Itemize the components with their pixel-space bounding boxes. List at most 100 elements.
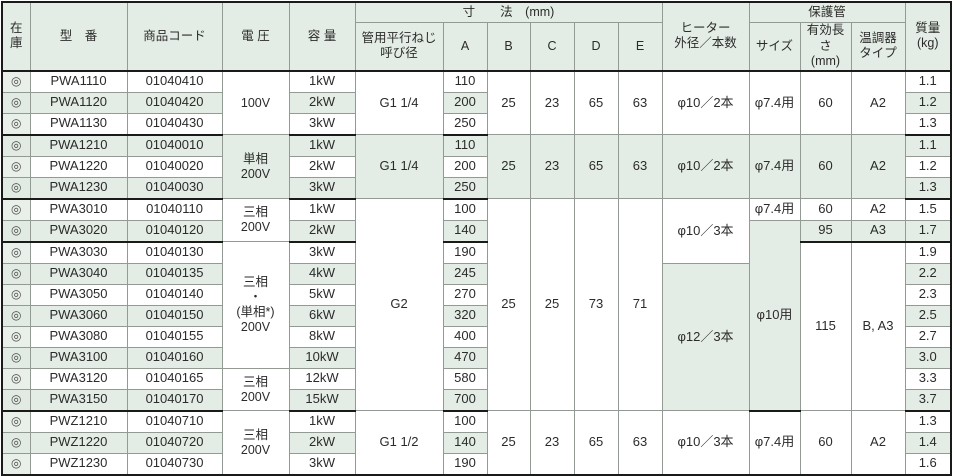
cell-voltage: 三相 200V [221,367,290,412]
header-stock: 在 庫 [1,1,31,72]
cell-dim-a: 110 [442,70,488,93]
cell-dim-a: 580 [442,367,488,390]
table-body: ◎ PWA1110 01040410 100V 1kW G1 1/4 110 25 23 65 63… [1,70,952,476]
cell-dim-e: 63 [617,134,663,200]
cell-mass: 2.5 [904,304,952,327]
cell-heater: φ12／3本 [661,262,750,412]
cell-code: 01040165 [126,367,223,390]
cell-dim-b: 25 [486,70,531,136]
cell-dim-a: 200 [442,155,488,178]
cell-model: PWA3020 [29,219,128,243]
cell-model: PWA3120 [29,367,128,390]
cell-code: 01040160 [126,346,223,369]
table-row: ◎ PWA3150 01040170 15kW 700 3.7 [1,388,952,412]
cell-screw: G1 1/2 [354,410,444,476]
header-thermostat-type: 温調器 タイプ [850,21,906,72]
cell-dim-c: 25 [529,198,575,412]
cell-mass: 2.7 [904,325,952,348]
cell-code: 01040150 [126,304,223,327]
cell-dim-c: 23 [529,410,575,476]
cell-dim-c: 23 [529,70,575,136]
cell-screw: G1 1/4 [354,70,444,136]
cell-dim-d: 65 [573,410,619,476]
cell-stock: ◎ [1,198,31,221]
cell-mass: 1.3 [904,410,952,433]
cell-dim-a: 140 [442,219,488,243]
table-row: ◎ PWA3080 01040155 8kW 400 2.7 [1,325,952,348]
cell-mass: 3.3 [904,367,952,390]
cell-model: PWA3080 [29,325,128,348]
table-row: ◎ PWA3010 01040110 三相 200V 1kW G2 100 25 25 73 71 φ… [1,198,952,412]
header-capacity: 容 量 [288,1,356,72]
cell-mass: 1.1 [904,70,952,93]
cell-screw: G2 [354,198,444,412]
cell-capacity: 6kW [288,304,356,327]
cell-code: 01040020 [126,155,223,178]
cell-stock: ◎ [1,262,31,285]
cell-capacity: 1kW [288,70,356,93]
cell-eff-len: 60 [799,410,852,476]
cell-heater: φ10／2本 [661,134,750,200]
cell-dim-a: 110 [442,134,488,157]
cell-stock: ◎ [1,304,31,327]
cell-heater: φ10／2本 [661,70,750,136]
table-row: ◎ PWA3120 01040165 三相 200V 12kW 580 3.3 [1,367,952,412]
cell-code: 01040410 [126,70,223,93]
cell-capacity: 2kW [288,91,356,114]
cell-screw: G1 1/4 [354,134,444,200]
cell-capacity: 3kW [288,241,356,264]
cell-code: 01040155 [126,325,223,348]
cell-voltage: 100V [221,70,290,136]
cell-voltage: 三相 ・ (単相*) 200V [221,241,290,369]
cell-stock: ◎ [1,431,31,454]
cell-dim-a: 320 [442,304,488,327]
cell-capacity: 1kW [288,198,356,221]
cell-mass: 1.7 [904,219,952,243]
cell-model: PWA1220 [29,155,128,178]
cell-model: PWA3040 [29,262,128,285]
cell-mass: 1.3 [904,176,952,200]
header-dim-a: A [442,21,488,72]
cell-stock: ◎ [1,241,31,264]
cell-mass: 1.2 [904,155,952,178]
cell-stock: ◎ [1,452,31,476]
cell-model: PWZ1230 [29,452,128,476]
cell-dim-a: 100 [442,410,488,433]
cell-dim-b: 25 [486,198,531,412]
table-row: ◎ PWA1120 01040420 2kW 200 1.2 [1,91,952,114]
cell-eff-len: 60 [799,134,852,200]
cell-heater: φ10／3本 [661,410,750,476]
cell-voltage: 三相 200V [221,198,290,243]
cell-mass: 3.0 [904,346,952,369]
table-row: ◎ PWA3050 01040140 5kW 270 2.3 [1,283,952,306]
header-model: 型 番 [29,1,128,72]
cell-stock: ◎ [1,155,31,178]
cell-model: PWA3150 [29,388,128,412]
header-dim-c: C [529,21,575,72]
table-row: ◎ PWA3060 01040150 6kW 320 2.5 [1,304,952,327]
cell-voltage: 単相 200V [221,134,290,200]
cell-dim-a: 250 [442,176,488,200]
cell-stock: ◎ [1,219,31,243]
cell-code: 01040010 [126,134,223,157]
cell-stock: ◎ [1,325,31,348]
header-mass: 質量 (kg) [904,1,952,72]
cell-thermo: A3 [850,219,906,243]
cell-code: 01040135 [126,262,223,285]
cell-capacity: 12kW [288,367,356,390]
header-group-protection-tube: 保護管 [748,1,906,23]
table-row: ◎ PWA3020 01040120 2kW 140 φ10用 95 A3 1.7 [1,219,952,412]
cell-capacity: 2kW [288,219,356,243]
cell-code: 01040110 [126,198,223,221]
cell-size: φ7.4用 [748,134,801,200]
cell-dim-a: 140 [442,431,488,454]
cell-mass: 2.2 [904,262,952,285]
cell-dim-a: 700 [442,388,488,412]
cell-stock: ◎ [1,134,31,157]
cell-mass: 1.4 [904,431,952,454]
cell-dim-d: 73 [573,198,619,412]
header-dim-d: D [573,21,619,72]
table-header: 在 庫 型 番 商品コード 電 圧 容 量 寸 法 (mm) ヒーター 外径／本… [1,1,952,72]
cell-thermo: B, A3 [850,241,906,412]
table-row: ◎ PWA1220 01040020 2kW 200 1.2 [1,155,952,178]
